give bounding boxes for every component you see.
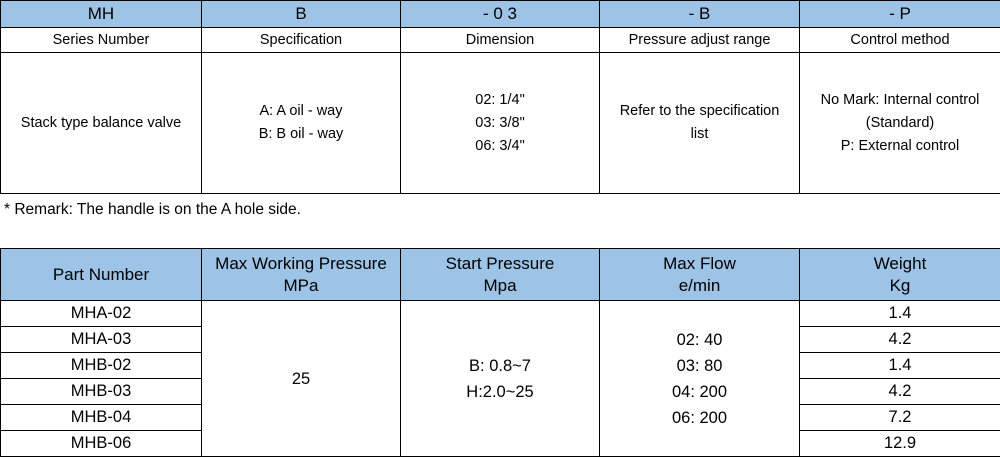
part-number-cell: MHB-04 bbox=[1, 405, 202, 431]
part-number-cell: MHB-06 bbox=[1, 431, 202, 457]
header-pressure-adjust-range: Pressure adjust range bbox=[600, 28, 800, 53]
weight-cell: 7.2 bbox=[800, 405, 1000, 431]
spec-header-row: Part Number Max Working Pressure MPa Sta… bbox=[1, 249, 1000, 301]
header-line: Start Pressure bbox=[401, 253, 599, 275]
desc-line: (Standard) bbox=[800, 112, 1000, 135]
desc-line: P: External control bbox=[800, 135, 1000, 158]
code-row: MH B - 0 3 - B - P bbox=[1, 1, 1000, 28]
table-row: MHA-02 25 B: 0.8~7 H:2.0~25 02: 40 03: 8… bbox=[1, 301, 1000, 327]
code-control-method: - P bbox=[800, 1, 1000, 28]
weight-cell: 1.4 bbox=[800, 301, 1000, 327]
start-pressure-line: B: 0.8~7 bbox=[401, 353, 599, 379]
desc-line: 03: 3/8" bbox=[401, 112, 599, 135]
code-pressure-range: - B bbox=[600, 1, 800, 28]
desc-line: 02: 1/4" bbox=[401, 89, 599, 112]
part-number-cell: MHA-03 bbox=[1, 327, 202, 353]
header-line: Max Flow bbox=[600, 253, 799, 275]
max-flow-line: 02: 40 bbox=[600, 327, 799, 353]
start-pressure-cell: B: 0.8~7 H:2.0~25 bbox=[401, 301, 600, 457]
header-control-method: Control method bbox=[800, 28, 1000, 53]
desc-line: list bbox=[600, 123, 799, 146]
start-pressure-line: H:2.0~25 bbox=[401, 379, 599, 405]
desc-line: A: A oil - way bbox=[202, 100, 400, 123]
code-header-row: Series Number Specification Dimension Pr… bbox=[1, 28, 1000, 53]
desc-line: Refer to the specification bbox=[600, 100, 799, 123]
desc-specification: A: A oil - way B: B oil - way bbox=[202, 53, 401, 194]
weight-cell: 12.9 bbox=[800, 431, 1000, 457]
header-line: Weight bbox=[800, 253, 1000, 275]
header-line: Part Number bbox=[1, 264, 201, 286]
code-series: MH bbox=[1, 1, 202, 28]
desc-series: Stack type balance valve bbox=[1, 53, 202, 194]
header-unit: Mpa bbox=[401, 275, 599, 297]
code-description-row: Stack type balance valve A: A oil - way … bbox=[1, 53, 1000, 194]
max-flow-line: 04: 200 bbox=[600, 379, 799, 405]
weight-cell: 1.4 bbox=[800, 353, 1000, 379]
header-max-flow: Max Flow e/min bbox=[600, 249, 800, 301]
code-dimension: - 0 3 bbox=[401, 1, 600, 28]
model-code-table: MH B - 0 3 - B - P Series Number Specifi… bbox=[0, 0, 1000, 194]
weight-cell: 4.2 bbox=[800, 327, 1000, 353]
code-specification: B bbox=[202, 1, 401, 28]
remark-text: * Remark: The handle is on the A hole si… bbox=[4, 201, 301, 219]
weight-cell: 4.2 bbox=[800, 379, 1000, 405]
header-max-working-pressure: Max Working Pressure MPa bbox=[202, 249, 401, 301]
desc-control-method: No Mark: Internal control (Standard) P: … bbox=[800, 53, 1000, 194]
specification-table: Part Number Max Working Pressure MPa Sta… bbox=[0, 248, 1000, 457]
header-unit: MPa bbox=[202, 275, 400, 297]
desc-dimension: 02: 1/4" 03: 3/8" 06: 3/4" bbox=[401, 53, 600, 194]
desc-line: Stack type balance valve bbox=[1, 112, 201, 135]
max-flow-line: 06: 200 bbox=[600, 405, 799, 431]
header-specification: Specification bbox=[202, 28, 401, 53]
header-unit: Kg bbox=[800, 275, 1000, 297]
header-line: Max Working Pressure bbox=[202, 253, 400, 275]
max-flow-cell: 02: 40 03: 80 04: 200 06: 200 bbox=[600, 301, 800, 457]
part-number-cell: MHB-02 bbox=[1, 353, 202, 379]
part-number-cell: MHB-03 bbox=[1, 379, 202, 405]
part-number-cell: MHA-02 bbox=[1, 301, 202, 327]
header-start-pressure: Start Pressure Mpa bbox=[401, 249, 600, 301]
max-working-pressure-cell: 25 bbox=[202, 301, 401, 457]
desc-line: No Mark: Internal control bbox=[800, 89, 1000, 112]
max-flow-line: 03: 80 bbox=[600, 353, 799, 379]
header-part-number: Part Number bbox=[1, 249, 202, 301]
desc-line: 06: 3/4" bbox=[401, 135, 599, 158]
desc-line: B: B oil - way bbox=[202, 123, 400, 146]
header-weight: Weight Kg bbox=[800, 249, 1000, 301]
header-series-number: Series Number bbox=[1, 28, 202, 53]
desc-pressure-range: Refer to the specification list bbox=[600, 53, 800, 194]
header-unit: e/min bbox=[600, 275, 799, 297]
header-dimension: Dimension bbox=[401, 28, 600, 53]
